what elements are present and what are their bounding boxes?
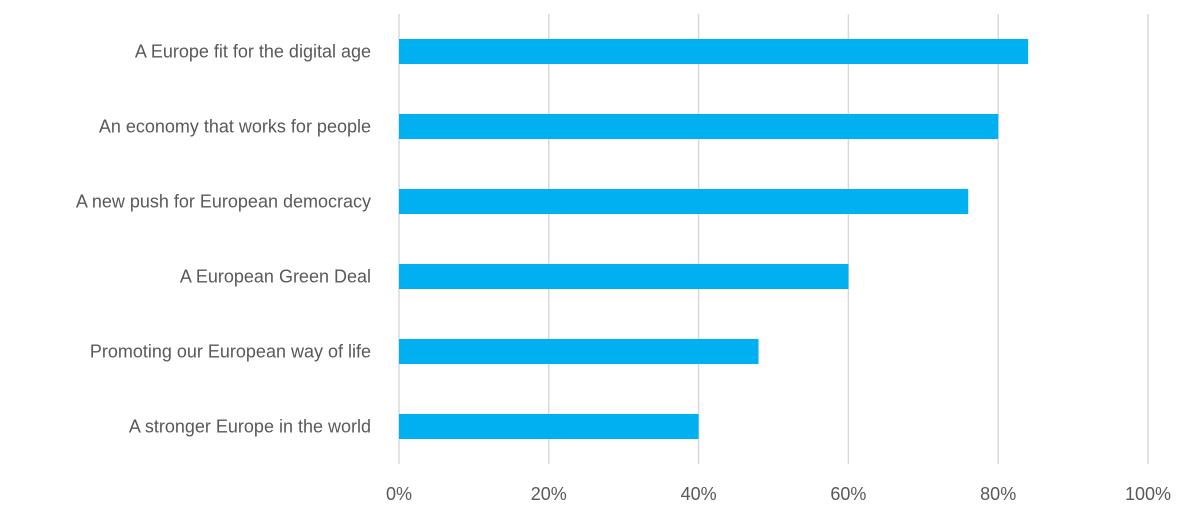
x-tick-labels: 0% 20% 40% 60% 80% 100%: [386, 484, 1171, 504]
x-tick-label: 40%: [681, 484, 717, 504]
bar: [399, 339, 759, 364]
x-tick-label: 20%: [531, 484, 567, 504]
category-label: A stronger Europe in the world: [129, 417, 371, 437]
category-label: A new push for European democracy: [76, 192, 371, 212]
category-label: A Europe fit for the digital age: [135, 42, 371, 62]
category-labels: A Europe fit for the digital age An econo…: [76, 42, 371, 437]
bar: [399, 189, 969, 214]
x-tick-label: 80%: [980, 484, 1016, 504]
x-tick-label: 0%: [386, 484, 412, 504]
category-label: Promoting our European way of life: [90, 342, 371, 362]
bar: [399, 414, 699, 439]
x-tick-label: 100%: [1125, 484, 1171, 504]
category-label: An economy that works for people: [99, 117, 371, 137]
bar: [399, 114, 999, 139]
gridlines: [398, 14, 1149, 464]
x-tick-label: 60%: [830, 484, 866, 504]
bar: [399, 264, 849, 289]
category-label: A European Green Deal: [180, 267, 371, 287]
bar: [399, 39, 1029, 64]
bars: [399, 39, 1029, 439]
